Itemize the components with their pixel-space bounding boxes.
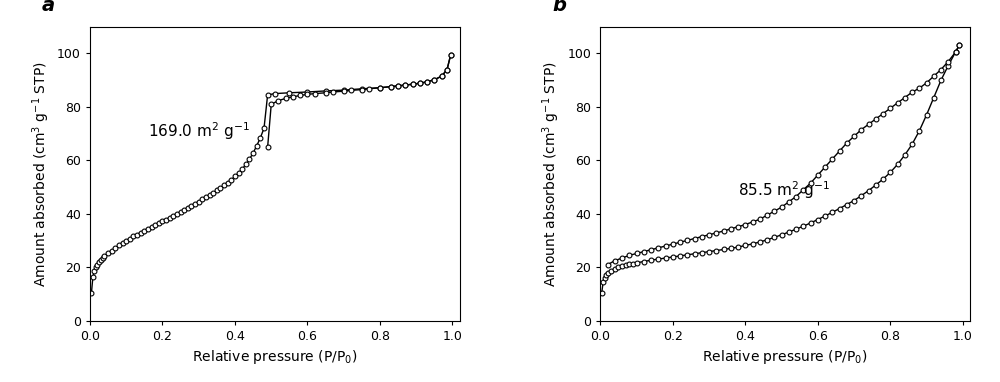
Text: 85.5 m$^2$ g$^{-1}$: 85.5 m$^2$ g$^{-1}$ (738, 179, 830, 201)
Text: b: b (552, 0, 566, 15)
Text: 169.0 m$^2$ g$^{-1}$: 169.0 m$^2$ g$^{-1}$ (148, 120, 250, 142)
Y-axis label: Amount absorbed (cm$^3$ g$^{-1}$ STP): Amount absorbed (cm$^3$ g$^{-1}$ STP) (30, 61, 52, 287)
X-axis label: Relative pressure (P/P$_0$): Relative pressure (P/P$_0$) (192, 348, 358, 366)
Y-axis label: Amount absorbed (cm$^3$ g$^{-1}$ STP): Amount absorbed (cm$^3$ g$^{-1}$ STP) (540, 61, 562, 287)
Text: a: a (42, 0, 55, 15)
X-axis label: Relative pressure (P/P$_0$): Relative pressure (P/P$_0$) (702, 348, 868, 366)
